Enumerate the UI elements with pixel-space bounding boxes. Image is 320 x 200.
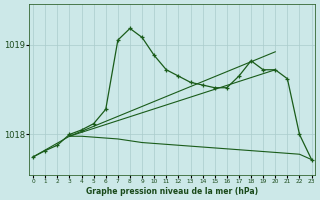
X-axis label: Graphe pression niveau de la mer (hPa): Graphe pression niveau de la mer (hPa) [86,187,259,196]
